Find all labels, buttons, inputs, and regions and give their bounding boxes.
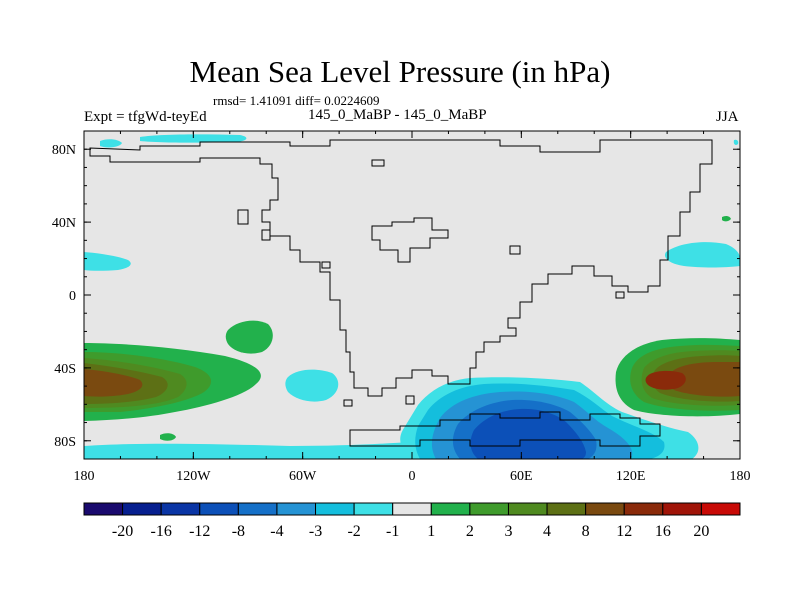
x-tick-label: 60W	[289, 469, 317, 484]
colorbar-label: 3	[504, 523, 512, 540]
colorbar-label: 20	[693, 523, 709, 540]
coastline-layer	[89, 139, 713, 447]
contour-arctic-low	[140, 134, 247, 143]
colorbar-label: -8	[232, 523, 245, 540]
x-tick-label: 120E	[616, 469, 646, 484]
colorbar-swatch	[507, 502, 548, 516]
colorbar-swatch	[83, 502, 124, 516]
colorbar-label: 16	[655, 523, 671, 540]
colorbar-swatch	[237, 502, 278, 516]
y-tick-label: 40S	[54, 362, 76, 377]
y-axis: 80N 40N 0 40S 80S	[52, 143, 740, 450]
coastline-island-2	[261, 229, 271, 241]
coastline-island-3	[371, 159, 385, 167]
x-axis: 180 120W 60W 0 60E 120E 180	[74, 131, 751, 484]
contour-small-negative-north	[733, 139, 739, 145]
colorbar-label: -3	[309, 523, 322, 540]
colorbar-swatch	[662, 502, 702, 516]
contour-small-positive-north	[722, 215, 731, 222]
coastline-island-6	[321, 261, 331, 269]
contour-far-south-band	[84, 442, 410, 459]
stats-text: rmsd= 1.41091 diff= 0.0224609	[213, 93, 380, 108]
x-tick-label: 180	[730, 469, 751, 484]
colorbar-swatch	[160, 502, 201, 516]
colorbar-label: -4	[270, 523, 283, 540]
y-tick-label: 0	[69, 289, 76, 304]
chart-title: Mean Sea Level Pressure (in hPa)	[189, 54, 611, 89]
colorbar-label: 1	[427, 523, 435, 540]
contour-north-pacific-west-low	[84, 252, 131, 271]
x-tick-label: 60E	[510, 469, 533, 484]
colorbar-label: 8	[582, 523, 590, 540]
colorbar-label: -20	[112, 523, 133, 540]
y-tick-label: 40N	[52, 216, 76, 231]
coastline-island-4	[405, 395, 415, 405]
colorbar-swatch	[700, 502, 741, 516]
contour-south-pacific-high	[84, 343, 261, 421]
colorbar-label: -2	[347, 523, 360, 540]
coastline-island-5	[343, 399, 353, 407]
comparison-label: 145_0_MaBP - 145_0_MaBP	[308, 107, 487, 123]
contour-south-atlantic-low	[285, 369, 339, 402]
y-tick-label: 80N	[52, 143, 76, 158]
colorbar-swatch	[315, 502, 355, 516]
contour-small-positive	[160, 433, 176, 441]
coastline-island-1	[237, 209, 249, 225]
x-tick-label: 120W	[176, 469, 211, 484]
colorbar-label: 2	[466, 523, 474, 540]
colorbar-label: 12	[616, 523, 632, 540]
season-label: JJA	[716, 109, 739, 125]
colorbar-swatch	[623, 502, 664, 516]
contour-north-pacific-east-low	[664, 242, 740, 268]
colorbar-swatch	[276, 502, 317, 516]
contour-pacific-positive	[225, 320, 273, 354]
colorbar-swatch	[585, 502, 625, 516]
colorbar-swatch	[469, 502, 509, 516]
colorbar-swatch	[430, 502, 471, 516]
y-tick-label: 80S	[54, 435, 76, 450]
coastline-gondwana	[349, 411, 661, 447]
colorbar-swatch	[122, 502, 162, 516]
x-tick-label: 180	[74, 469, 95, 484]
colorbar: -20 -16 -12 -8 -4 -3 -2 -1 1 2 3 4 8 12 16 20	[83, 502, 741, 540]
coastline-island-7	[509, 245, 521, 255]
colorbar-label: -1	[386, 523, 399, 540]
colorbar-label: -12	[189, 523, 210, 540]
colorbar-swatch	[353, 502, 394, 516]
colorbar-label: -16	[151, 523, 172, 540]
contour-south-indian-high	[615, 338, 740, 417]
x-tick-label: 0	[409, 469, 416, 484]
coastline-inner-sea	[371, 217, 449, 263]
contour-arctic-low-small	[100, 139, 122, 148]
colorbar-swatch	[199, 502, 239, 516]
colorbar-label: 4	[543, 523, 551, 540]
colorbar-swatch	[546, 502, 587, 516]
coastline-island-8	[615, 291, 625, 299]
experiment-label: Expt = tfgWd-teyEd	[84, 109, 207, 125]
contour-antarctic-low	[400, 377, 699, 459]
colorbar-swatch	[392, 502, 432, 516]
